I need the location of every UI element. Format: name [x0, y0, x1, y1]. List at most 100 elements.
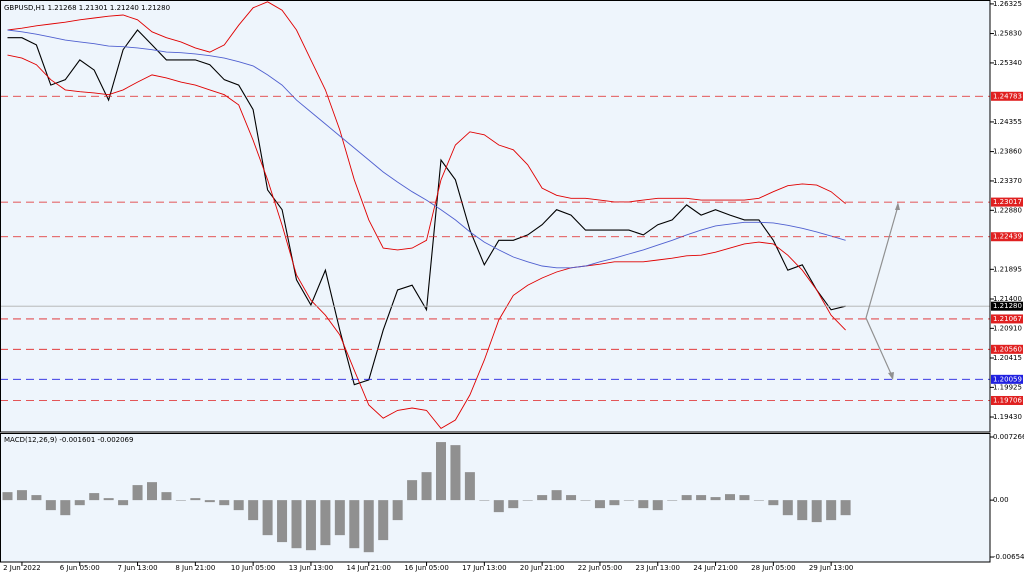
level-label: 1.22439	[993, 233, 1022, 241]
macd-bar	[753, 500, 764, 501]
series-line	[7, 29, 846, 269]
macd-bar	[436, 442, 446, 501]
macd-bar	[204, 500, 215, 503]
level-label-box	[991, 91, 1023, 101]
macd-bar	[580, 500, 591, 501]
x-tick-label: 13 Jun 13:00	[289, 564, 333, 572]
x-tick-label: 23 Jun 13:00	[636, 564, 680, 572]
macd-bar	[623, 500, 634, 501]
macd-bar	[652, 500, 663, 511]
x-tick-label: 10 Jun 05:00	[231, 564, 275, 572]
level-label: 1.20560	[993, 345, 1022, 353]
macd-bar	[118, 500, 129, 506]
macd-bar	[16, 490, 27, 501]
y-tick-label: 0.007266	[993, 433, 1024, 441]
series-line	[7, 1, 846, 251]
macd-bar	[450, 445, 461, 501]
macd-bar	[262, 500, 273, 536]
y-tick-label: 1.20415	[993, 354, 1022, 362]
x-tick-label: 20 Jun 21:00	[520, 564, 564, 572]
level-label: 1.21067	[993, 315, 1022, 323]
level-label-box	[991, 395, 1023, 405]
x-tick-label: 29 Jun 13:00	[809, 564, 853, 572]
macd-bar	[248, 500, 259, 521]
macd-bar	[464, 472, 475, 501]
macd-bar	[363, 500, 374, 553]
macd-bar	[739, 495, 750, 501]
y-tick-label: 1.25340	[993, 59, 1022, 67]
arrow-head	[888, 372, 894, 380]
y-tick-label: 1.20910	[993, 324, 1022, 332]
y-tick-label: 1.24355	[993, 118, 1022, 126]
level-label-box	[991, 301, 1023, 311]
macd-bar	[349, 500, 360, 549]
level-label: 1.19706	[993, 396, 1022, 404]
macd-bar	[725, 494, 735, 501]
macd-bar	[768, 500, 779, 506]
x-tick-label: 28 Jun 05:00	[751, 564, 795, 572]
macd-bar	[421, 472, 432, 501]
macd-bar	[811, 500, 822, 523]
macd-bar	[782, 500, 793, 516]
macd-bar	[2, 492, 13, 501]
macd-bar	[594, 500, 605, 509]
y-tick-label: 1.25830	[993, 30, 1022, 38]
level-label-box	[991, 197, 1023, 207]
x-tick-label: 7 Jun 13:00	[118, 564, 158, 572]
y-tick-label: 1.26325	[993, 0, 1022, 8]
x-tick-label: 16 Jun 05:00	[404, 564, 448, 572]
macd-bar	[334, 500, 345, 536]
main-frame	[0, 0, 991, 433]
macd-bar	[132, 485, 143, 501]
arrow	[865, 205, 899, 319]
level-label: 1.23017	[993, 198, 1022, 206]
y-tick-label: 1.21895	[993, 265, 1022, 273]
macd-bar	[551, 490, 562, 501]
arrow	[865, 317, 893, 377]
macd-frame	[0, 433, 991, 563]
macd-bar	[508, 500, 519, 509]
macd-bar	[710, 497, 721, 501]
macd-bar	[537, 495, 548, 501]
macd-bar	[277, 500, 288, 543]
level-label-box	[991, 344, 1023, 354]
x-tick-label: 24 Jun 21:00	[693, 564, 737, 572]
macd-bar	[681, 495, 692, 501]
macd-bar	[219, 500, 230, 506]
level-label: 1.21280	[993, 302, 1022, 310]
macd-bar	[696, 495, 707, 501]
level-label-box	[991, 232, 1023, 242]
chart-title: GBPUSD,H1 1.21268 1.21301 1.21240 1.2128…	[4, 4, 170, 12]
macd-bar	[305, 500, 316, 551]
x-tick-label: 6 Jun 05:00	[60, 564, 100, 572]
macd-bar	[407, 480, 418, 501]
macd-bar	[320, 500, 331, 546]
macd-bar	[60, 500, 71, 516]
y-tick-label: 0.00	[993, 496, 1009, 504]
macd-title: MACD(12,26,9) -0.001601 -0.002069	[4, 436, 133, 444]
y-tick-label: 1.21400	[993, 295, 1022, 303]
macd-bar	[190, 498, 201, 501]
x-tick-label: 2 Jun 2022	[3, 564, 41, 572]
plot-layer	[0, 1, 990, 553]
level-label: 1.24783	[993, 92, 1022, 100]
y-tick-label: 1.19430	[993, 413, 1022, 421]
macd-bar	[609, 500, 620, 506]
macd-bar	[233, 500, 244, 511]
macd-bar	[493, 500, 504, 513]
y-tick-label: 1.19925	[993, 383, 1022, 391]
macd-bar	[638, 500, 649, 509]
macd-bar	[522, 500, 533, 501]
x-tick-label: 22 Jun 05:00	[578, 564, 622, 572]
macd-bar	[147, 482, 157, 501]
macd-bar	[161, 492, 172, 501]
macd-bar	[31, 495, 42, 501]
y-tick-label: -0.006547	[993, 553, 1024, 561]
series-line	[7, 54, 846, 429]
macd-bar	[291, 500, 302, 549]
macd-bar	[45, 500, 56, 511]
macd-bar	[797, 500, 808, 521]
level-label: 1.20059	[993, 375, 1022, 383]
macd-bar	[826, 500, 837, 521]
